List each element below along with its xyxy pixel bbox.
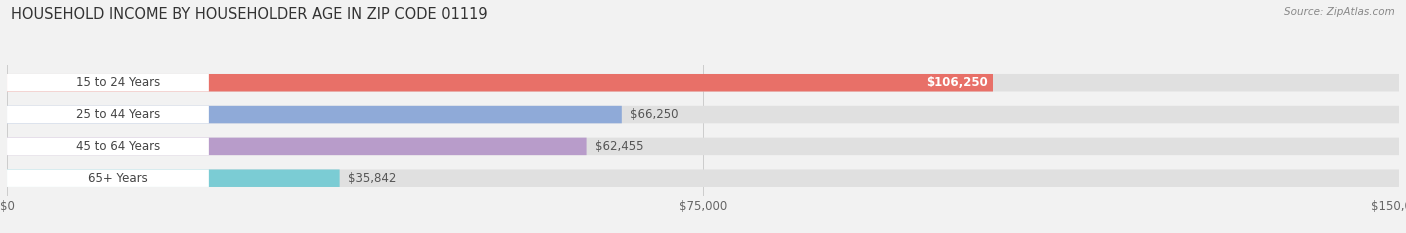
FancyBboxPatch shape: [7, 138, 209, 155]
FancyBboxPatch shape: [7, 106, 1399, 123]
FancyBboxPatch shape: [7, 138, 586, 155]
Text: $106,250: $106,250: [925, 76, 987, 89]
FancyBboxPatch shape: [7, 169, 340, 187]
FancyBboxPatch shape: [7, 74, 1399, 92]
Text: $62,455: $62,455: [595, 140, 644, 153]
Text: HOUSEHOLD INCOME BY HOUSEHOLDER AGE IN ZIP CODE 01119: HOUSEHOLD INCOME BY HOUSEHOLDER AGE IN Z…: [11, 7, 488, 22]
FancyBboxPatch shape: [7, 138, 1399, 155]
Text: $35,842: $35,842: [347, 172, 396, 185]
Text: 15 to 24 Years: 15 to 24 Years: [76, 76, 160, 89]
FancyBboxPatch shape: [7, 74, 209, 92]
FancyBboxPatch shape: [7, 74, 993, 92]
Text: $66,250: $66,250: [630, 108, 679, 121]
Text: 65+ Years: 65+ Years: [89, 172, 148, 185]
Text: Source: ZipAtlas.com: Source: ZipAtlas.com: [1284, 7, 1395, 17]
FancyBboxPatch shape: [7, 106, 209, 123]
Text: 45 to 64 Years: 45 to 64 Years: [76, 140, 160, 153]
Text: 25 to 44 Years: 25 to 44 Years: [76, 108, 160, 121]
FancyBboxPatch shape: [7, 106, 621, 123]
FancyBboxPatch shape: [7, 169, 209, 187]
FancyBboxPatch shape: [7, 169, 1399, 187]
